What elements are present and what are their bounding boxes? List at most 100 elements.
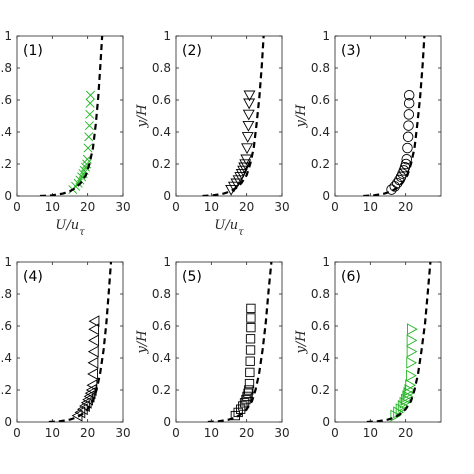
x-tick-label: 20 <box>239 426 254 440</box>
y-axis-label: y/H <box>294 104 309 129</box>
data-point <box>88 323 100 336</box>
panel-6: 0 10 20 0 0.2 0.4 0.6 0.8 1 y/H (6) <box>294 255 442 440</box>
data-point <box>241 143 253 155</box>
y-tick-label: 1 <box>163 255 171 269</box>
data-point <box>88 315 100 328</box>
y-tick-label: 0.4 <box>311 125 330 139</box>
data-point <box>406 345 418 358</box>
panel-label: (1) <box>23 43 43 59</box>
data-point <box>243 90 256 102</box>
data-point <box>403 97 415 109</box>
y-tick-label: 0.2 <box>152 157 171 171</box>
data-point <box>84 121 94 131</box>
y-tick-label: 0.4 <box>0 125 12 139</box>
data-point <box>405 369 417 382</box>
data-point <box>390 409 402 422</box>
log-law-dashed-line <box>207 262 273 422</box>
data-point <box>244 385 254 395</box>
y-tick-label: 1 <box>322 255 330 269</box>
x-tick-label: 20 <box>239 200 254 214</box>
data-point <box>84 132 94 142</box>
data-point <box>241 394 251 405</box>
y-tick-label: 0 <box>4 415 12 429</box>
panel-5: 0 10 20 30 0 0.2 0.4 0.6 0.8 1 y/H (5) <box>135 255 290 440</box>
panel-1: 0 10 20 30 0 0.2 0.4 0.6 0.8 1 U/uτ (1) <box>0 29 131 238</box>
y-tick-label: 0.6 <box>0 93 12 107</box>
axes-frame <box>175 261 283 423</box>
data-point <box>406 334 418 347</box>
x-tick-label: 0 <box>172 426 180 440</box>
data-point <box>87 345 99 358</box>
x-tick-label: 30 <box>115 200 130 214</box>
y-tick-label: 0.2 <box>311 157 330 171</box>
data-point <box>85 109 95 119</box>
data-point <box>246 303 256 314</box>
y-axis-label: y/H <box>135 330 150 355</box>
y-axis-label: y/H <box>294 330 309 355</box>
x-axis-label: U/uτ <box>214 218 244 238</box>
x-tick-label: 0 <box>172 200 180 214</box>
y-tick-label: 0.4 <box>152 125 171 139</box>
x-tick-label: 20 <box>80 200 95 214</box>
y-tick-label: 0.8 <box>152 61 171 75</box>
y-tick-label: 0.4 <box>311 351 330 365</box>
x-tick-label: 30 <box>274 200 289 214</box>
y-tick-label: 0.8 <box>311 61 330 75</box>
data-point <box>407 323 418 336</box>
plot-area <box>48 262 113 422</box>
data-point <box>404 384 416 396</box>
y-tick-label: 0 <box>322 189 330 203</box>
axes-frame <box>334 261 442 423</box>
data-point <box>245 345 256 355</box>
data-point <box>88 334 100 347</box>
y-tick-label: 0.2 <box>152 383 171 397</box>
y-axis-label: y/H <box>135 104 150 129</box>
data-point <box>246 313 256 323</box>
panel-label: (4) <box>23 269 43 285</box>
panel-4: 0 10 20 30 0 0.2 0.4 0.6 0.8 1 (4) <box>0 255 131 440</box>
log-law-dashed-line <box>363 36 426 196</box>
log-law-dashed-line <box>39 36 104 196</box>
y-tick-label: 0.8 <box>311 287 330 301</box>
data-point <box>239 398 250 408</box>
y-tick-label: 1 <box>163 29 171 43</box>
data-point <box>83 390 95 403</box>
data-point <box>245 367 255 378</box>
y-tick-label: 0.4 <box>152 351 171 365</box>
data-point <box>241 132 254 143</box>
x-tick-label: 10 <box>45 426 60 440</box>
data-point <box>227 181 240 193</box>
axes-frame <box>16 35 124 197</box>
log-law-dashed-line <box>366 262 432 422</box>
data-point <box>85 90 96 100</box>
y-tick-label: 0.8 <box>0 61 12 75</box>
data-point <box>242 391 252 402</box>
plot-area <box>366 262 432 422</box>
y-tick-label: 0.6 <box>152 93 171 107</box>
y-tick-label: 0.8 <box>0 287 12 301</box>
x-tick-label: 0 <box>13 426 21 440</box>
panel-2: 0 10 20 30 0 0.2 0.4 0.6 0.8 1 U/uτ y/H (2) <box>135 29 290 238</box>
data-point <box>238 162 251 174</box>
panel-label: (2) <box>182 43 202 59</box>
y-tick-label: 0.2 <box>311 383 330 397</box>
y-tick-label: 0.2 <box>0 383 12 397</box>
log-law-dashed-line <box>202 36 265 196</box>
plot-area <box>202 36 265 196</box>
data-point <box>240 154 253 166</box>
data-point <box>85 98 95 108</box>
data-point <box>401 153 412 165</box>
data-point <box>244 378 255 389</box>
data-point <box>386 184 397 195</box>
x-tick-label: 20 <box>398 426 413 440</box>
x-tick-label: 20 <box>80 426 95 440</box>
data-point <box>245 356 255 366</box>
y-tick-label: 0.6 <box>152 319 171 333</box>
x-tick-label: 0 <box>331 200 339 214</box>
data-point <box>86 379 98 392</box>
data-point <box>87 356 99 369</box>
y-tick-label: 1 <box>4 29 12 43</box>
axes-frame <box>175 35 283 197</box>
y-tick-label: 0.6 <box>311 319 330 333</box>
x-axis-label: U/uτ <box>55 218 85 238</box>
